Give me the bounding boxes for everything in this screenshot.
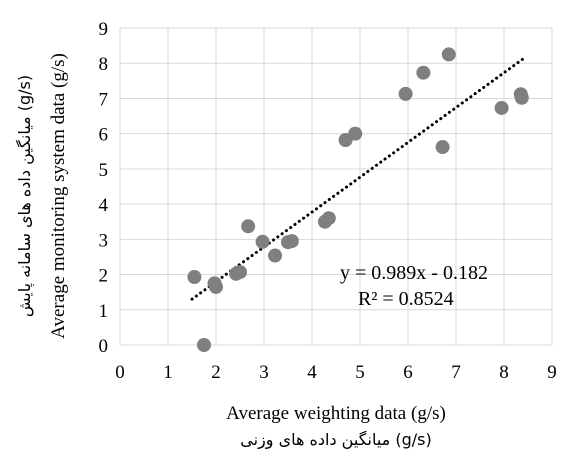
y-tick-label-9: 9: [99, 19, 109, 40]
x-tick-label-8: 8: [499, 362, 509, 383]
x-tick-label-9: 9: [547, 362, 557, 383]
data-point-2: [197, 338, 211, 352]
y-axis-title: Average monitoring system data (g/s): [48, 53, 69, 339]
y-tick-label-5: 5: [99, 160, 109, 181]
y-tick-label-1: 1: [99, 301, 109, 322]
y-tick-label-4: 4: [99, 195, 109, 216]
y-tick-label-2: 2: [99, 266, 109, 287]
y-tick-label-6: 6: [99, 125, 109, 146]
r-squared-label: R² = 0.8524: [358, 288, 454, 310]
x-axis-title-fa: (g/s) میانگین داده های وزنی: [240, 430, 431, 450]
data-point-7: [241, 219, 256, 234]
data-point-20: [494, 100, 509, 115]
y-axis-title-fa: (g/s) میانگین داده های سامانه پایش: [15, 75, 35, 317]
x-tick-label-6: 6: [403, 362, 413, 383]
data-point-13: [321, 211, 336, 226]
data-point-8: [255, 234, 270, 249]
y-tick-label-3: 3: [99, 230, 109, 251]
data-point-18: [435, 140, 450, 155]
data-point-16: [398, 86, 413, 101]
x-axis-title: Average weighting data (g/s): [226, 403, 446, 424]
data-point-11: [284, 234, 299, 249]
trendline-equation: y = 0.989x - 0.182: [340, 262, 488, 284]
data-point-1: [187, 270, 202, 285]
x-tick-label-5: 5: [355, 362, 365, 383]
data-point-17: [416, 65, 431, 80]
y-tick-label-0: 0: [99, 336, 109, 357]
tick-labels: 0 1 2 3 4 5 6 7 8 9 0 1 2 3 4 5 6 7 8 9: [99, 19, 557, 383]
data-point-22: [514, 90, 529, 105]
x-tick-label-3: 3: [259, 362, 269, 383]
data-point-19: [441, 47, 456, 62]
y-tick-label-7: 7: [99, 89, 109, 110]
x-tick-label-7: 7: [451, 362, 461, 383]
y-tick-label-8: 8: [99, 54, 109, 75]
gridlines: [119, 27, 553, 346]
x-tick-label-0: 0: [115, 362, 125, 383]
data-points: [187, 47, 529, 352]
trendline-group: [190, 57, 525, 301]
x-tick-label-1: 1: [163, 362, 173, 383]
data-point-9: [268, 248, 283, 263]
data-point-15: [348, 126, 363, 141]
data-point-6: [233, 265, 247, 280]
data-point-4: [209, 279, 223, 294]
x-tick-label-2: 2: [211, 362, 221, 383]
trendline: [190, 57, 525, 301]
x-tick-label-4: 4: [307, 362, 317, 383]
